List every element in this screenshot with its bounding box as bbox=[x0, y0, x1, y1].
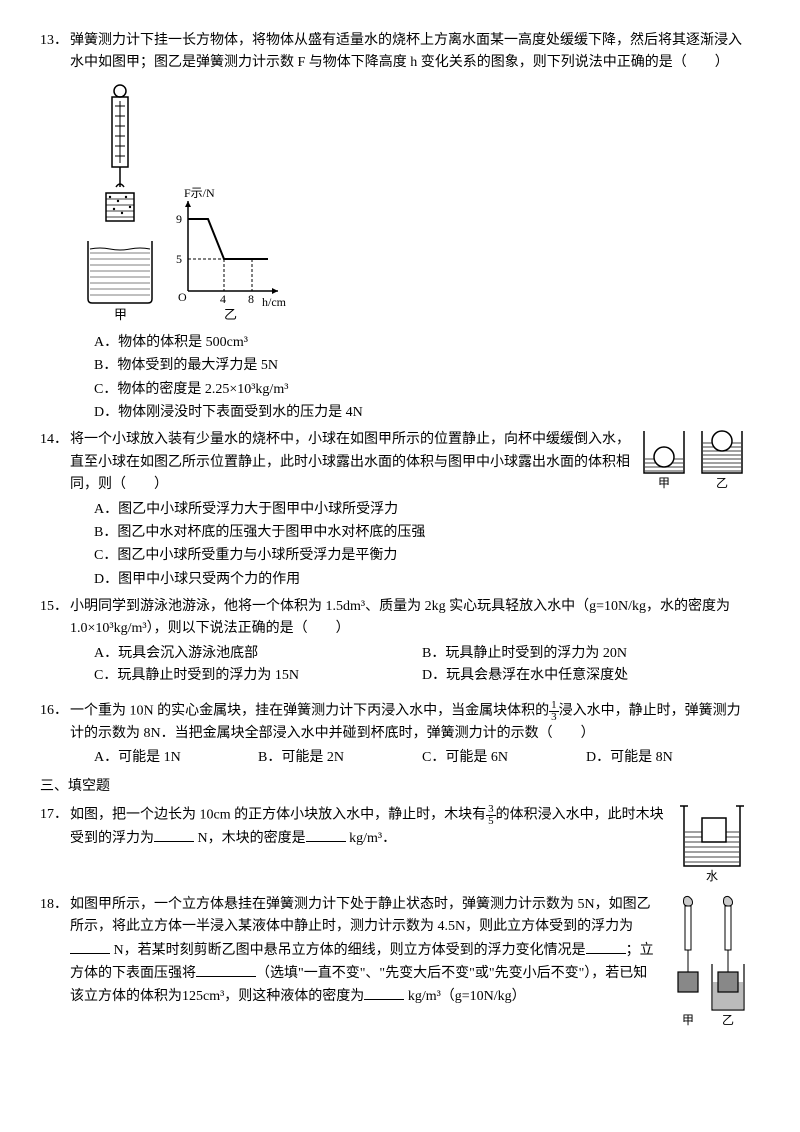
q13-x4: 4 bbox=[220, 292, 226, 306]
question-17: 17． 如图，把一个边长为 10cm 的正方体小块放入水中，静止时，木块有35的… bbox=[40, 804, 750, 882]
q13-number: 13． bbox=[40, 30, 70, 425]
q13-yaxis: F示/N bbox=[184, 186, 215, 200]
q13-opt-a: A．物体的体积是 500cm³ bbox=[94, 332, 750, 354]
q15-opt-c: C．玩具静止时受到的浮力为 15N bbox=[94, 665, 422, 687]
q16-opt-a: A．可能是 1N bbox=[94, 747, 258, 769]
q17-frac: 35 bbox=[486, 804, 496, 827]
q16-frac: 13 bbox=[549, 700, 559, 723]
blank bbox=[364, 985, 404, 1000]
q18-stem2: N，若某时刻剪断乙图中悬吊立方体的细线，则立方体受到的浮力变化情况是 bbox=[110, 943, 586, 958]
blank bbox=[586, 939, 626, 954]
q13-opt-b: B．物体受到的最大浮力是 5N bbox=[94, 355, 750, 377]
q16-opt-d: D．可能是 8N bbox=[586, 747, 750, 769]
q14-figure-svg: 甲 乙 bbox=[640, 429, 750, 491]
q13-opt-c: C．物体的密度是 2.25×10³kg/m³ bbox=[94, 379, 750, 401]
q13-jia-label: 甲 bbox=[114, 307, 127, 322]
q17-stem1: 如图，把一个边长为 10cm 的正方体小块放入水中，静止时，木块有 bbox=[70, 808, 486, 823]
q14-jia-label: 甲 bbox=[658, 476, 670, 490]
q14-yi-label: 乙 bbox=[716, 476, 728, 490]
q18-figure-svg: 甲 乙 bbox=[666, 894, 750, 1034]
q13-stem: 弹簧测力计下挂一长方物体，将物体从盛有适量水的烧杯上方离水面某一高度处缓缓下降，… bbox=[70, 30, 750, 75]
q16-stem: 一个重为 10N 的实心金属块，挂在弹簧测力计下丙浸入水中，当金属块体积的13浸… bbox=[70, 700, 750, 746]
blank bbox=[306, 827, 346, 842]
q18-stem: 如图甲所示，一个立方体悬挂在弹簧测力计下处于静止状态时，弹簧测力计示数为 5N，… bbox=[70, 894, 660, 1009]
q17-figure-svg: 水 bbox=[678, 804, 750, 882]
q13-opt-d: D．物体刚浸没时下表面受到水的压力是 4N bbox=[94, 402, 750, 424]
section-3-title: 三、填空题 bbox=[40, 776, 750, 798]
q17-stem: 如图，把一个边长为 10cm 的正方体小块放入水中，静止时，木块有35的体积浸入… bbox=[70, 804, 672, 851]
q14-opt-a: A．图乙中小球所受浮力大于图甲中小球所受浮力 bbox=[94, 499, 750, 521]
q13-x8: 8 bbox=[248, 292, 254, 306]
question-15: 15． 小明同学到游泳池游泳，他将一个体积为 1.5dm³、质量为 2kg 实心… bbox=[40, 596, 750, 688]
q17-stem4: kg/m³． bbox=[346, 831, 396, 846]
q16-stem1: 一个重为 10N 的实心金属块，挂在弹簧测力计下丙浸入水中，当金属块体积的 bbox=[70, 703, 549, 718]
q14-figure: 甲 乙 bbox=[640, 429, 750, 498]
q13-figure: 甲 F示/N h/cm 9 5 O 4 8 bbox=[70, 81, 750, 326]
q14-opt-c: C．图乙中小球所受重力与小球所受浮力是平衡力 bbox=[94, 545, 750, 567]
q14-opt-b: B．图乙中水对杯底的压强大于图甲中水对杯底的压强 bbox=[94, 522, 750, 544]
q18-stem1: 如图甲所示，一个立方体悬挂在弹簧测力计下处于静止状态时，弹簧测力计示数为 5N，… bbox=[70, 897, 651, 934]
blank bbox=[196, 962, 256, 977]
q17-stem3: N，木块的密度是 bbox=[194, 831, 306, 846]
q15-stem: 小明同学到游泳池游泳，他将一个体积为 1.5dm³、质量为 2kg 实心玩具轻放… bbox=[70, 596, 750, 641]
q15-number: 15． bbox=[40, 596, 70, 688]
q18-jia-label: 甲 bbox=[682, 1013, 694, 1027]
q17-figure: 水 bbox=[678, 804, 750, 882]
q18-yi-label: 乙 bbox=[722, 1013, 734, 1027]
q16-opt-c: C．可能是 6N bbox=[422, 747, 586, 769]
q13-o: O bbox=[178, 290, 187, 304]
q15-opt-d: D．玩具会悬浮在水中任意深度处 bbox=[422, 665, 750, 687]
q13-y9: 9 bbox=[176, 212, 182, 226]
blank bbox=[70, 939, 110, 954]
q17-number: 17． bbox=[40, 804, 70, 882]
q13-figure-svg: 甲 F示/N h/cm 9 5 O 4 8 bbox=[70, 81, 290, 326]
q15-opt-b: B．玩具静止时受到的浮力为 20N bbox=[422, 643, 750, 665]
q18-figure: 甲 乙 bbox=[666, 894, 750, 1034]
q16-opt-b: B．可能是 2N bbox=[258, 747, 422, 769]
question-16: 16． 一个重为 10N 的实心金属块，挂在弹簧测力计下丙浸入水中，当金属块体积… bbox=[40, 700, 750, 770]
q14-opt-d: D．图甲中小球只受两个力的作用 bbox=[94, 569, 750, 591]
question-14: 14． 将一个小球放入装有少量水的烧杯中，小球在如图甲所示的位置静止，向杯中缓缓… bbox=[40, 429, 750, 592]
q18-number: 18． bbox=[40, 894, 70, 1034]
question-18: 18． 如图甲所示，一个立方体悬挂在弹簧测力计下处于静止状态时，弹簧测力计示数为… bbox=[40, 894, 750, 1034]
q18-stem5: kg/m³（g=10N/kg） bbox=[404, 989, 525, 1004]
q16-number: 16． bbox=[40, 700, 70, 770]
q17-water-label: 水 bbox=[706, 869, 718, 882]
q13-xaxis: h/cm bbox=[262, 295, 287, 309]
q15-opt-a: A．玩具会沉入游泳池底部 bbox=[94, 643, 422, 665]
q13-yi-label: 乙 bbox=[224, 307, 237, 322]
question-13: 13． 弹簧测力计下挂一长方物体，将物体从盛有适量水的烧杯上方离水面某一高度处缓… bbox=[40, 30, 750, 425]
blank bbox=[154, 827, 194, 842]
q14-number: 14． bbox=[40, 429, 70, 592]
q14-stem: 将一个小球放入装有少量水的烧杯中，小球在如图甲所示的位置静止，向杯中缓缓倒入水，… bbox=[70, 429, 634, 496]
q13-y5: 5 bbox=[176, 252, 182, 266]
